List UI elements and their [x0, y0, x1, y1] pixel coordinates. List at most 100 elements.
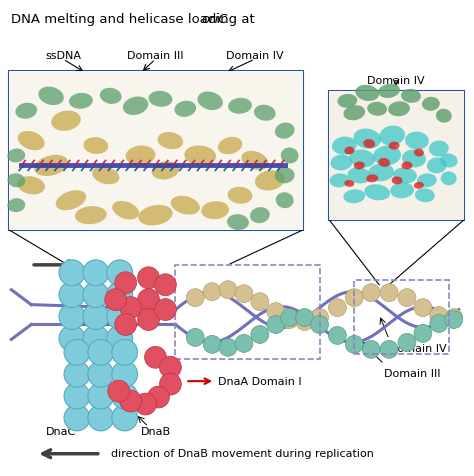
Ellipse shape	[275, 122, 294, 139]
Ellipse shape	[330, 155, 352, 170]
Ellipse shape	[255, 170, 284, 190]
Ellipse shape	[123, 97, 148, 115]
Circle shape	[107, 304, 133, 329]
Text: oriC: oriC	[201, 13, 228, 26]
Circle shape	[219, 281, 237, 298]
Circle shape	[64, 361, 90, 387]
Ellipse shape	[56, 190, 86, 210]
Ellipse shape	[429, 140, 449, 157]
Ellipse shape	[8, 198, 25, 212]
Ellipse shape	[157, 132, 183, 149]
Ellipse shape	[276, 192, 293, 208]
Circle shape	[186, 328, 204, 347]
Ellipse shape	[441, 171, 456, 185]
Circle shape	[159, 373, 182, 395]
Text: Domain IV: Domain IV	[367, 76, 425, 86]
Circle shape	[64, 339, 90, 365]
Ellipse shape	[228, 187, 252, 204]
Circle shape	[235, 335, 253, 352]
Ellipse shape	[227, 214, 249, 230]
Ellipse shape	[427, 158, 447, 173]
Ellipse shape	[34, 155, 68, 176]
Circle shape	[147, 386, 169, 408]
Ellipse shape	[390, 182, 414, 198]
Ellipse shape	[363, 139, 375, 148]
Circle shape	[267, 316, 285, 333]
Ellipse shape	[148, 91, 173, 107]
Ellipse shape	[337, 94, 357, 108]
Circle shape	[155, 298, 176, 320]
Ellipse shape	[18, 176, 45, 195]
Text: DnaB: DnaB	[140, 427, 171, 437]
Ellipse shape	[365, 184, 390, 200]
Circle shape	[88, 339, 114, 365]
Circle shape	[346, 289, 363, 307]
Ellipse shape	[51, 110, 81, 131]
Circle shape	[107, 260, 133, 286]
Ellipse shape	[378, 84, 400, 98]
Circle shape	[145, 347, 166, 368]
Circle shape	[414, 298, 432, 317]
Ellipse shape	[349, 149, 375, 168]
Text: Domain III: Domain III	[127, 51, 184, 61]
Circle shape	[59, 304, 85, 329]
Ellipse shape	[184, 146, 216, 166]
Circle shape	[445, 310, 463, 328]
Ellipse shape	[228, 98, 252, 114]
Circle shape	[59, 326, 85, 351]
Ellipse shape	[275, 168, 295, 183]
Circle shape	[88, 361, 114, 387]
Circle shape	[108, 380, 129, 402]
Circle shape	[281, 310, 299, 328]
Circle shape	[251, 326, 269, 343]
Circle shape	[107, 326, 133, 351]
Circle shape	[398, 289, 416, 307]
Circle shape	[83, 282, 109, 307]
Bar	[329, 91, 464, 220]
Text: Domain III: Domain III	[384, 369, 441, 379]
Ellipse shape	[405, 131, 429, 149]
Ellipse shape	[401, 89, 421, 103]
Circle shape	[328, 298, 346, 317]
Circle shape	[137, 308, 159, 330]
Circle shape	[135, 393, 156, 415]
Circle shape	[251, 293, 269, 310]
Circle shape	[112, 361, 137, 387]
Circle shape	[362, 340, 380, 358]
Circle shape	[414, 325, 432, 342]
Ellipse shape	[344, 105, 365, 120]
Ellipse shape	[100, 88, 122, 104]
Ellipse shape	[38, 87, 64, 105]
Ellipse shape	[373, 146, 401, 166]
Circle shape	[83, 260, 109, 286]
Circle shape	[328, 327, 346, 344]
Circle shape	[430, 307, 448, 325]
Ellipse shape	[345, 180, 354, 187]
Ellipse shape	[367, 102, 387, 116]
Ellipse shape	[388, 101, 410, 116]
Circle shape	[296, 308, 313, 327]
Circle shape	[430, 315, 448, 332]
Circle shape	[380, 284, 398, 302]
Ellipse shape	[345, 147, 354, 155]
Ellipse shape	[83, 137, 108, 154]
Ellipse shape	[8, 173, 25, 188]
Ellipse shape	[171, 196, 200, 215]
Ellipse shape	[201, 201, 229, 219]
Ellipse shape	[250, 207, 270, 223]
Text: ssDNA: ssDNA	[45, 51, 81, 61]
Circle shape	[267, 303, 285, 320]
Ellipse shape	[18, 131, 45, 150]
Circle shape	[159, 357, 182, 378]
Circle shape	[281, 308, 299, 327]
Circle shape	[137, 289, 159, 310]
Ellipse shape	[378, 158, 390, 167]
Ellipse shape	[389, 141, 400, 149]
Ellipse shape	[218, 137, 242, 154]
Circle shape	[120, 390, 142, 412]
Text: DnaC: DnaC	[46, 427, 76, 437]
Circle shape	[203, 336, 221, 353]
Ellipse shape	[92, 167, 119, 184]
Circle shape	[203, 283, 221, 301]
Circle shape	[219, 338, 237, 357]
